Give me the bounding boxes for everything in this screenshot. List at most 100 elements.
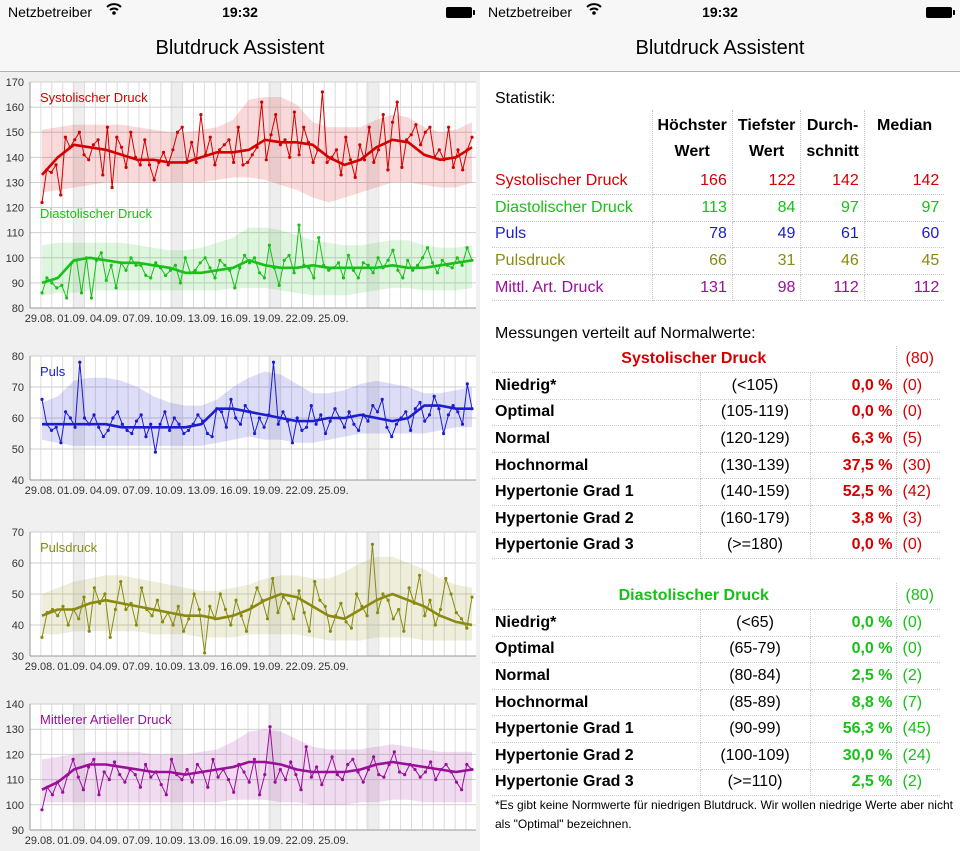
measurement-point (355, 592, 359, 596)
measurement-point (427, 413, 432, 417)
measurement-point (40, 291, 44, 295)
measurement-point (292, 617, 296, 621)
measurement-point (234, 416, 238, 420)
measurement-point (454, 780, 459, 784)
measurement-point (267, 243, 271, 247)
measurement-point (460, 788, 464, 792)
measurement-point (49, 170, 53, 174)
measurement-point (40, 808, 44, 812)
measurement-point (107, 778, 111, 782)
measurement-point (386, 168, 390, 172)
measurement-point (277, 283, 281, 287)
measurement-point (348, 158, 353, 162)
measurement-point (413, 407, 417, 411)
measurement-point (171, 623, 175, 627)
footnote: *Es gibt keine Normwerte für niedrigen B… (495, 798, 953, 831)
count-value: (5) (896, 425, 940, 453)
measurement-point (283, 778, 288, 782)
measurement-point (123, 780, 127, 784)
distribution-section-header: Systolischer Druck (80) (492, 346, 940, 374)
measurement-point (153, 450, 157, 454)
range-value: (>=110) (700, 769, 811, 797)
measurement-point (208, 604, 212, 609)
percent-value: 0,0 % (810, 636, 897, 664)
percent-value: 30,0 % (810, 742, 897, 770)
measurement-point (446, 413, 450, 417)
measurement-point (366, 419, 370, 423)
measurement-point (265, 617, 270, 621)
measurement-point (63, 135, 67, 139)
measurement-point (149, 422, 153, 426)
variance-band (42, 729, 472, 805)
measurement-point (419, 143, 423, 147)
measurement-point (119, 580, 123, 584)
measurement-point (124, 268, 128, 272)
category-label: Niedrig* (492, 372, 701, 400)
range-value: (85-89) (700, 689, 811, 717)
x-tick-label: 29.08. (25, 313, 56, 325)
range-value: (90-99) (700, 715, 811, 744)
measurement-point (138, 785, 142, 789)
measurement-point (208, 266, 212, 270)
measurement-point (300, 428, 304, 432)
measurement-point (242, 770, 246, 774)
measurement-point (133, 773, 137, 777)
measurement-point (268, 725, 272, 729)
measurement-point (199, 113, 203, 117)
measurement-point (414, 123, 418, 127)
measurement-point (64, 410, 68, 414)
measurement-point (390, 120, 395, 124)
range-value: (65-79) (700, 636, 811, 664)
measurement-point (418, 775, 422, 779)
app-title: Blutdruck Assistent (635, 37, 805, 59)
y-tick-label: 50 (12, 444, 24, 456)
count-value: (2) (896, 662, 940, 690)
battery-icon (926, 7, 955, 18)
measurement-point (182, 629, 186, 633)
measurement-point (357, 428, 361, 432)
measurement-point (54, 163, 58, 167)
x-tick-label: 01.09. (57, 661, 88, 673)
measurement-point (190, 780, 194, 784)
measurement-point (120, 422, 124, 426)
percent-value: 52,5 % (810, 478, 897, 507)
measurement-point (333, 407, 337, 411)
measurement-point (406, 258, 410, 262)
y-tick-label: 70 (12, 527, 24, 539)
category-label: Hochnormal (492, 689, 701, 717)
measurement-point (97, 425, 101, 429)
category-label: Hochnormal (492, 452, 701, 480)
measurement-point (87, 158, 91, 162)
measurement-point (372, 755, 376, 759)
measurement-point (274, 113, 278, 117)
measurement-point (233, 286, 237, 290)
series-label: Diastolischer Druck (40, 206, 152, 221)
measurement-point (290, 441, 294, 445)
measurement-point (370, 542, 374, 546)
measurement-point (425, 246, 430, 250)
status-time: 19:32 (222, 4, 258, 20)
distribution-section-total: (80) (896, 346, 940, 374)
measurement-point (82, 416, 87, 420)
measurement-point (323, 604, 327, 609)
measurement-point (428, 598, 432, 602)
measurement-point (347, 410, 351, 414)
measurement-point (367, 125, 371, 129)
measurement-point (423, 419, 427, 423)
percent-value: 56,3 % (810, 715, 897, 744)
measurement-point (241, 163, 245, 167)
measurement-point (169, 757, 174, 762)
measurement-point (119, 145, 124, 149)
measurement-point (243, 404, 247, 408)
measurement-point (152, 178, 156, 182)
measurement-point (344, 620, 348, 624)
measurement-point (105, 125, 109, 129)
measurement-point (317, 236, 321, 240)
measurement-point (139, 413, 143, 417)
measurement-point (366, 263, 370, 267)
measurement-point (402, 629, 406, 633)
range-value: (100-109) (700, 742, 811, 770)
measurement-point (102, 770, 106, 774)
stats-row: Mittl. Art. Druck 131 98 112 112 (492, 274, 945, 302)
